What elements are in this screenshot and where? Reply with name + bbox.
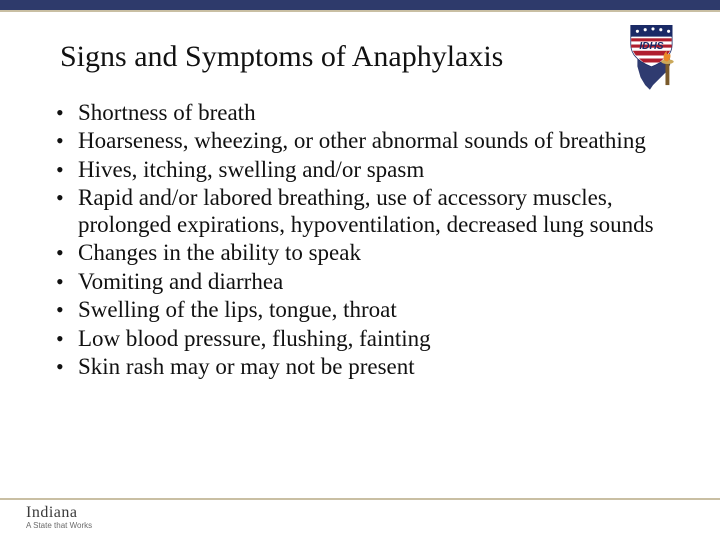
list-item: Swelling of the lips, tongue, throat: [50, 297, 670, 323]
list-item: Hoarseness, wheezing, or other abnormal …: [50, 128, 670, 154]
idhs-logo: IDHS: [614, 18, 692, 96]
footer-brand: Indiana: [26, 504, 720, 522]
list-item: Changes in the ability to speak: [50, 240, 670, 266]
footer-tagline: A State that Works: [26, 521, 720, 530]
top-color-band: [0, 0, 720, 12]
list-item: Hives, itching, swelling and/or spasm: [50, 157, 670, 183]
slide-content: Signs and Symptoms of Anaphylaxis Shortn…: [0, 12, 720, 380]
bullet-list: Shortness of breath Hoarseness, wheezing…: [50, 100, 670, 380]
svg-text:IDHS: IDHS: [639, 41, 663, 52]
list-item: Skin rash may or may not be present: [50, 354, 670, 380]
slide-title: Signs and Symptoms of Anaphylaxis: [60, 40, 670, 74]
list-item: Vomiting and diarrhea: [50, 269, 670, 295]
slide-footer: Indiana A State that Works: [0, 498, 720, 540]
list-item: Low blood pressure, flushing, fainting: [50, 326, 670, 352]
list-item: Shortness of breath: [50, 100, 670, 126]
list-item: Rapid and/or labored breathing, use of a…: [50, 185, 670, 238]
